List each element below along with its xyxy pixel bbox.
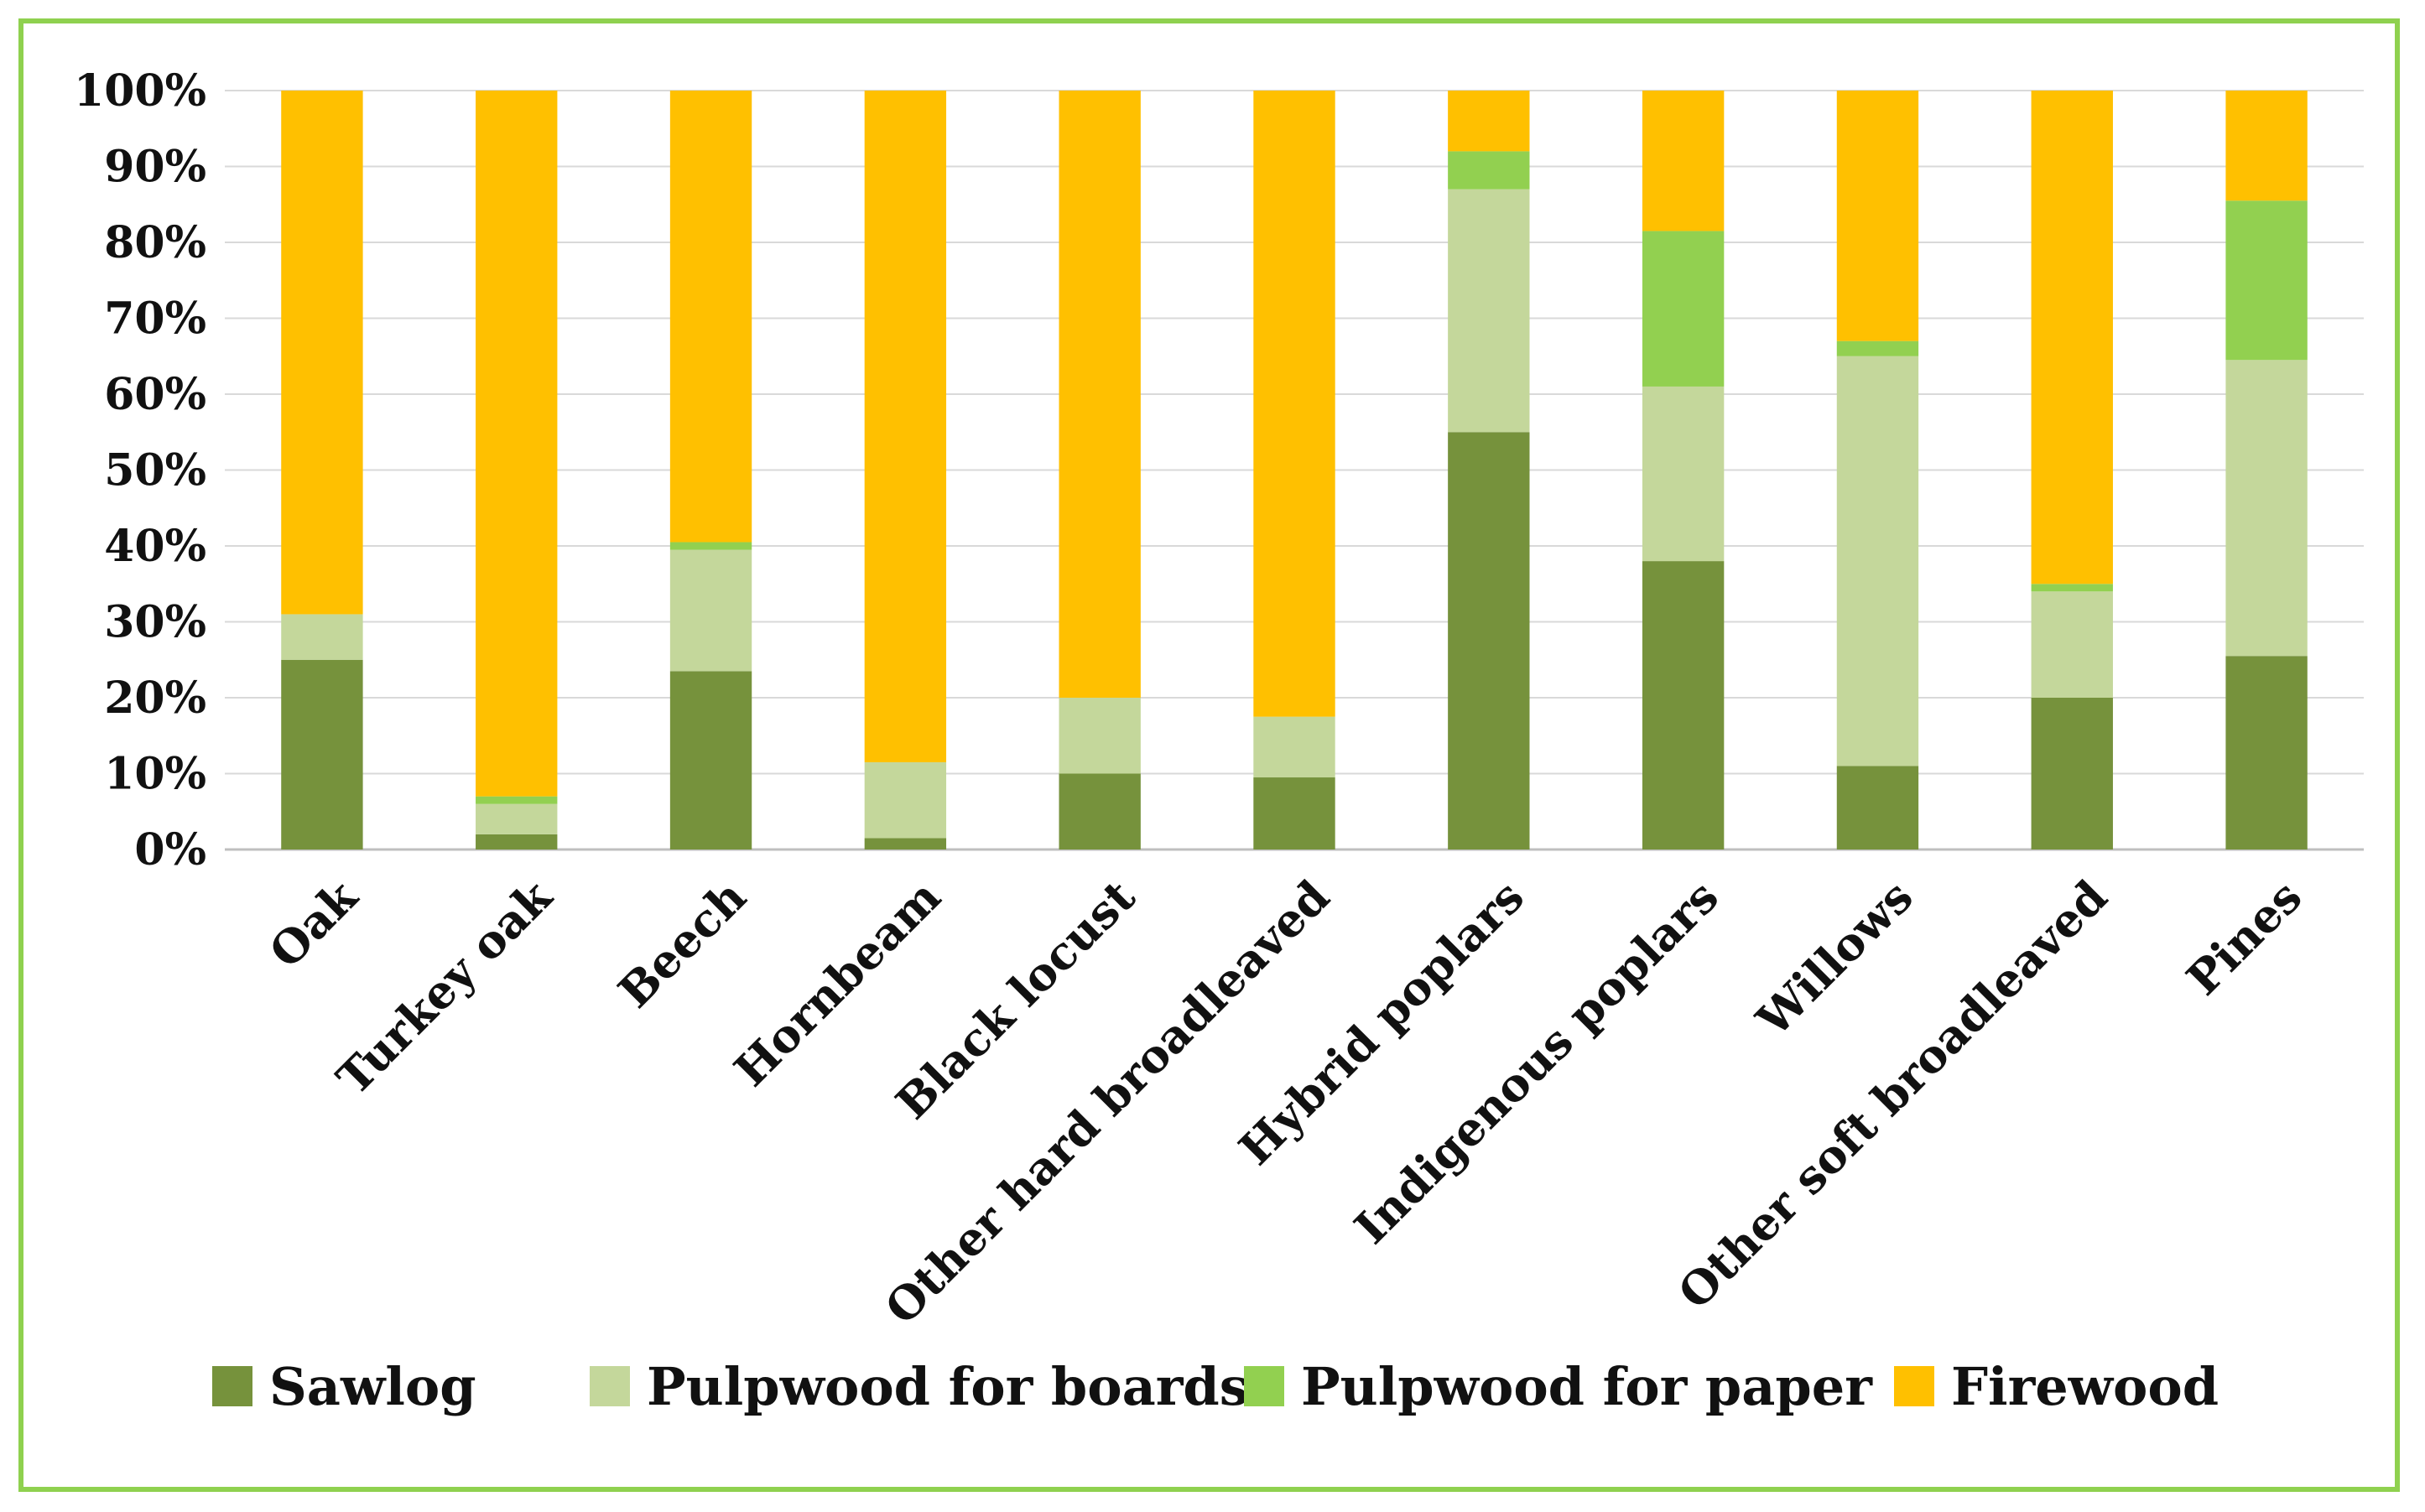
bar-segment-firewood [864, 91, 947, 762]
bar-segment-pulpwood-for-boards [2225, 360, 2308, 657]
y-tick-label: 80% [104, 217, 206, 268]
legend: Sawlog Pulpwood for boards Pulpwood for pa… [212, 1356, 2219, 1417]
bar-segment-sawlog [2225, 656, 2308, 850]
bar-segment-sawlog [281, 659, 363, 850]
legend-label: Firewood [1951, 1356, 2219, 1417]
bar-segment-sawlog [2031, 698, 2113, 850]
bar-segment-sawlog [669, 671, 752, 850]
bar-segment-pulpwood-for-boards [476, 803, 558, 834]
x-category-label: Willows [1746, 870, 1923, 1047]
y-tick-label: 90% [104, 142, 206, 193]
legend-swatch [590, 1366, 630, 1406]
y-tick-label: 70% [104, 294, 206, 345]
bar-segment-firewood [669, 91, 752, 543]
y-tick-label: 50% [104, 445, 206, 496]
bar-segment-firewood [1642, 91, 1725, 231]
chart-frame: 0% 10% 20% 30% 40% 50% 60% 70% 80% 90% 100% Oak Tur… [18, 18, 2400, 1492]
y-tick-label: 40% [104, 521, 206, 572]
legend-swatch [1244, 1366, 1284, 1406]
y-tick-label: 30% [104, 597, 206, 648]
bar-segment-sawlog [864, 838, 947, 850]
x-category-label: Indigenous poplars [1344, 870, 1729, 1255]
bar-segment-firewood [1253, 91, 1335, 717]
bar-segment-firewood [476, 91, 558, 797]
legend-swatch [1894, 1366, 1934, 1406]
bar-segment-sawlog [1836, 766, 1919, 850]
y-axis-ticks: 0% 10% 20% 30% 40% 50% 60% 70% 80% 90% 100% [74, 65, 206, 876]
bar-segment-sawlog [1059, 773, 1141, 850]
y-tick-label: 0% [134, 824, 206, 876]
stacked-bar-chart: 0% 10% 20% 30% 40% 50% 60% 70% 80% 90% 100% OakTur… [74, 65, 2364, 1417]
bars [281, 91, 2308, 850]
bar-segment-pulpwood-for-boards [1059, 698, 1141, 774]
bar-segment-pulpwood-for-boards [864, 761, 947, 839]
y-tick-label: 60% [104, 369, 206, 420]
x-category-label: Oak [258, 869, 368, 979]
x-category-label: Pines [2176, 870, 2312, 1005]
bar-segment-sawlog [1448, 432, 1530, 850]
bar-segment-pulpwood-for-paper [1642, 231, 1725, 387]
bar-segment-sawlog [476, 834, 558, 850]
bar-segment-pulpwood-for-boards [1253, 716, 1335, 778]
bar-segment-pulpwood-for-boards [1448, 189, 1530, 433]
y-tick-label: 100% [74, 65, 206, 117]
legend-swatch [212, 1366, 252, 1406]
bar-segment-firewood [1448, 91, 1530, 152]
bar-segment-firewood [1836, 91, 1919, 341]
y-tick-label: 20% [104, 673, 206, 724]
bar-segment-pulpwood-for-paper [2225, 200, 2308, 361]
bar-segment-firewood [281, 91, 363, 615]
bar-segment-pulpwood-for-paper [476, 796, 558, 804]
bar-segment-firewood [2225, 91, 2308, 201]
bar-segment-pulpwood-for-paper [2031, 584, 2113, 592]
bar-segment-pulpwood-for-boards [2031, 591, 2113, 698]
bar-segment-firewood [2031, 91, 2113, 585]
bar-segment-pulpwood-for-boards [1836, 356, 1919, 766]
bar-segment-pulpwood-for-boards [669, 549, 752, 672]
y-tick-label: 10% [104, 749, 206, 800]
bar-segment-pulpwood-for-boards [281, 614, 363, 660]
bar-segment-sawlog [1253, 777, 1335, 850]
bar-segment-sawlog [1642, 561, 1725, 850]
legend-label: Pulpwood for boards [647, 1356, 1249, 1417]
bar-segment-pulpwood-for-paper [1448, 151, 1530, 190]
bar-segment-pulpwood-for-paper [1836, 340, 1919, 356]
bar-segment-firewood [1059, 91, 1141, 698]
legend-label: Sawlog [269, 1356, 476, 1417]
bar-segment-pulpwood-for-paper [669, 542, 752, 550]
bar-segment-pulpwood-for-boards [1642, 386, 1725, 562]
x-category-label: Beech [608, 870, 757, 1018]
legend-label: Pulpwood for paper [1301, 1356, 1873, 1417]
